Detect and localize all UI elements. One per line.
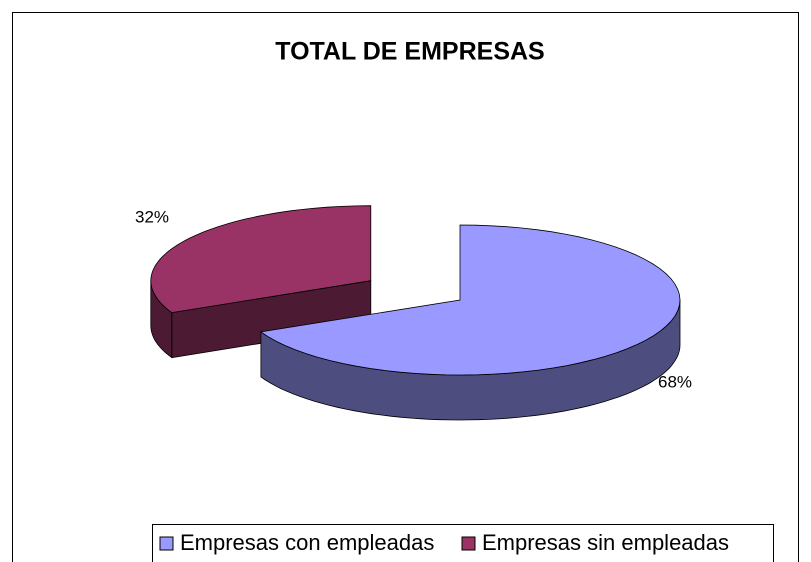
legend-label: Empresas sin empleadas: [482, 530, 729, 555]
slice: [150, 205, 372, 314]
data-label: 68%: [658, 372, 692, 391]
chart-title: TOTAL DE EMPRESAS: [275, 38, 544, 66]
slice: [259, 224, 681, 376]
legend-swatch: [461, 536, 476, 551]
chart-frame: [12, 12, 799, 562]
data-label: 32%: [135, 207, 169, 226]
legend-swatch: [159, 536, 174, 551]
legend-label: Empresas con empleadas: [180, 530, 434, 555]
